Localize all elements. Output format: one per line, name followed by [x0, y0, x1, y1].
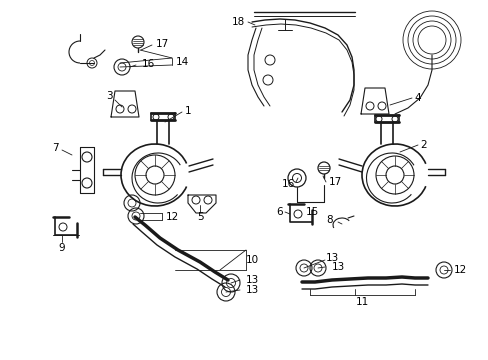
- Text: 15: 15: [305, 207, 318, 217]
- Text: 13: 13: [331, 262, 344, 272]
- Text: 9: 9: [59, 243, 65, 253]
- Text: 13: 13: [245, 285, 258, 295]
- Text: 11: 11: [355, 297, 368, 307]
- Text: 14: 14: [175, 57, 188, 67]
- Text: 16: 16: [141, 59, 154, 69]
- Text: 12: 12: [165, 212, 178, 222]
- Text: 16: 16: [281, 179, 294, 189]
- Text: 17: 17: [155, 39, 168, 49]
- Text: 17: 17: [328, 177, 341, 187]
- Text: 18: 18: [231, 17, 244, 27]
- Text: 1: 1: [184, 106, 191, 116]
- Text: 12: 12: [452, 265, 466, 275]
- Text: 5: 5: [196, 212, 203, 222]
- Text: 13: 13: [245, 275, 258, 285]
- Text: 8: 8: [326, 215, 333, 225]
- Text: 4: 4: [414, 93, 421, 103]
- Text: 7: 7: [52, 143, 58, 153]
- Text: 13: 13: [325, 253, 338, 263]
- Text: 10: 10: [245, 255, 258, 265]
- Text: 6: 6: [276, 207, 283, 217]
- Text: 2: 2: [420, 140, 427, 150]
- Text: 3: 3: [105, 91, 112, 101]
